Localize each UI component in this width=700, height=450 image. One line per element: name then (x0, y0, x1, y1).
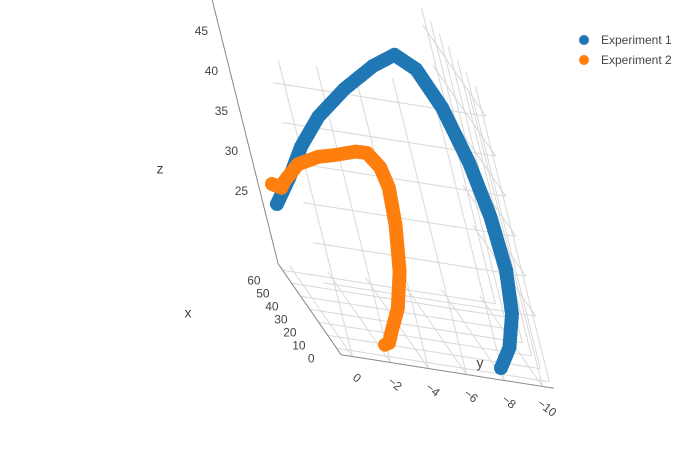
grid-line (278, 60, 353, 357)
y-tick-label: −2 (385, 374, 405, 394)
marker (378, 337, 393, 352)
grid-line (441, 289, 505, 381)
z-tick-label: 35 (215, 104, 229, 118)
axis-lines (211, 0, 554, 389)
grid-line (300, 295, 514, 331)
grid-line (422, 25, 487, 117)
x-tick-label: 10 (292, 338, 306, 352)
grid-line (323, 282, 536, 317)
series-2 (265, 144, 407, 352)
z-tick-label: 30 (225, 144, 239, 158)
legend-item-experiment-1[interactable]: Experiment 1 (575, 30, 672, 50)
legend-marker-experiment-2 (579, 55, 589, 65)
grid-line (318, 321, 532, 357)
y-tick-label: −10 (535, 396, 560, 420)
legend: Experiment 1 Experiment 2 (575, 30, 672, 70)
x-axis-line (277, 263, 342, 355)
z-tick-label: 45 (195, 24, 209, 38)
grid-line (309, 308, 523, 344)
grid-line (432, 65, 497, 157)
grid-line (403, 283, 467, 375)
z-tick-label: 40 (205, 64, 219, 78)
marker (494, 361, 508, 375)
z-tick-label: 25 (235, 184, 249, 198)
z-axis-title: z (157, 161, 164, 177)
legend-item-experiment-2[interactable]: Experiment 2 (575, 50, 672, 70)
grid-line (474, 85, 550, 382)
y-tick-label: −4 (423, 380, 443, 400)
legend-label-experiment-2: Experiment 2 (601, 53, 672, 67)
x-tick-label: 40 (265, 299, 279, 313)
series-1 (270, 47, 519, 375)
grid-line (430, 84, 505, 381)
y-tick-label: −8 (499, 392, 519, 412)
axis-titles: x y z (157, 161, 484, 371)
grid-line (313, 242, 526, 277)
x-tick-label: 0 (308, 351, 315, 365)
series-layer (265, 47, 519, 375)
x-tick-label: 60 (247, 273, 261, 287)
grid-line (465, 72, 541, 369)
x-tick-label: 20 (283, 325, 297, 339)
z-axis-line (211, 0, 279, 264)
x-tick-label: 30 (274, 312, 288, 326)
grid-line (456, 59, 532, 356)
grid-line (273, 82, 486, 117)
y-axis-line (341, 354, 554, 389)
grid-line (336, 347, 550, 383)
x-axis-title: x (185, 305, 192, 321)
legend-marker-experiment-1 (579, 35, 589, 45)
y-tick-label: 0 (350, 370, 364, 385)
legend-label-experiment-1: Experiment 1 (601, 33, 672, 47)
grid-line (289, 265, 353, 357)
grid-line (303, 202, 516, 237)
y-axis-title: y (477, 355, 484, 371)
grid-line (392, 78, 467, 375)
grid-line (468, 90, 543, 387)
grid-line (282, 269, 496, 305)
grid-line (293, 162, 506, 197)
x-tick-label: 50 (256, 286, 270, 300)
y-tick-label: −6 (461, 386, 481, 406)
grid-line (316, 66, 391, 363)
